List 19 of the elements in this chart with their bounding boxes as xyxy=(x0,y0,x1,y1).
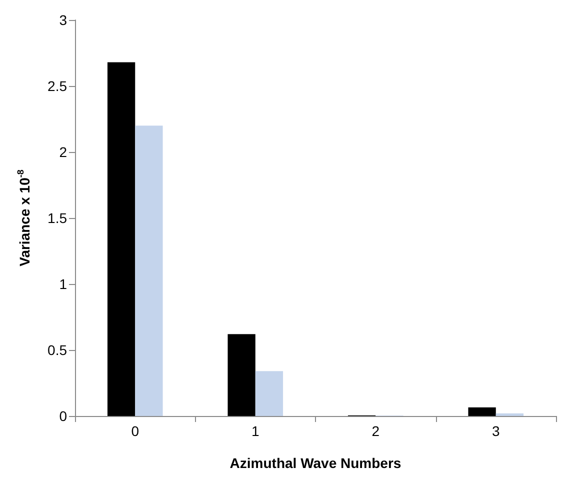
x-tick-label: 0 xyxy=(131,423,140,439)
bar xyxy=(228,334,256,416)
y-tick-label: 0.5 xyxy=(48,342,68,358)
bar xyxy=(255,371,284,416)
y-tick-label: 3 xyxy=(59,12,68,28)
y-tick-label: 0 xyxy=(59,408,68,424)
x-tick-label: 3 xyxy=(492,423,500,439)
y-tick-label: 2 xyxy=(59,144,68,160)
bar xyxy=(107,62,136,416)
bar xyxy=(468,407,496,416)
bar xyxy=(496,413,524,416)
x-tick-label: 1 xyxy=(251,423,260,439)
y-axis-title: Variance x 10-8 xyxy=(16,170,32,266)
x-axis-title: Azimuthal Wave Numbers xyxy=(230,455,402,471)
y-tick-label: 1 xyxy=(59,276,68,292)
x-tick-label: 2 xyxy=(372,423,380,439)
bar xyxy=(135,126,163,416)
y-tick-label: 1.5 xyxy=(48,210,68,226)
y-tick-label: 2.5 xyxy=(48,78,68,94)
